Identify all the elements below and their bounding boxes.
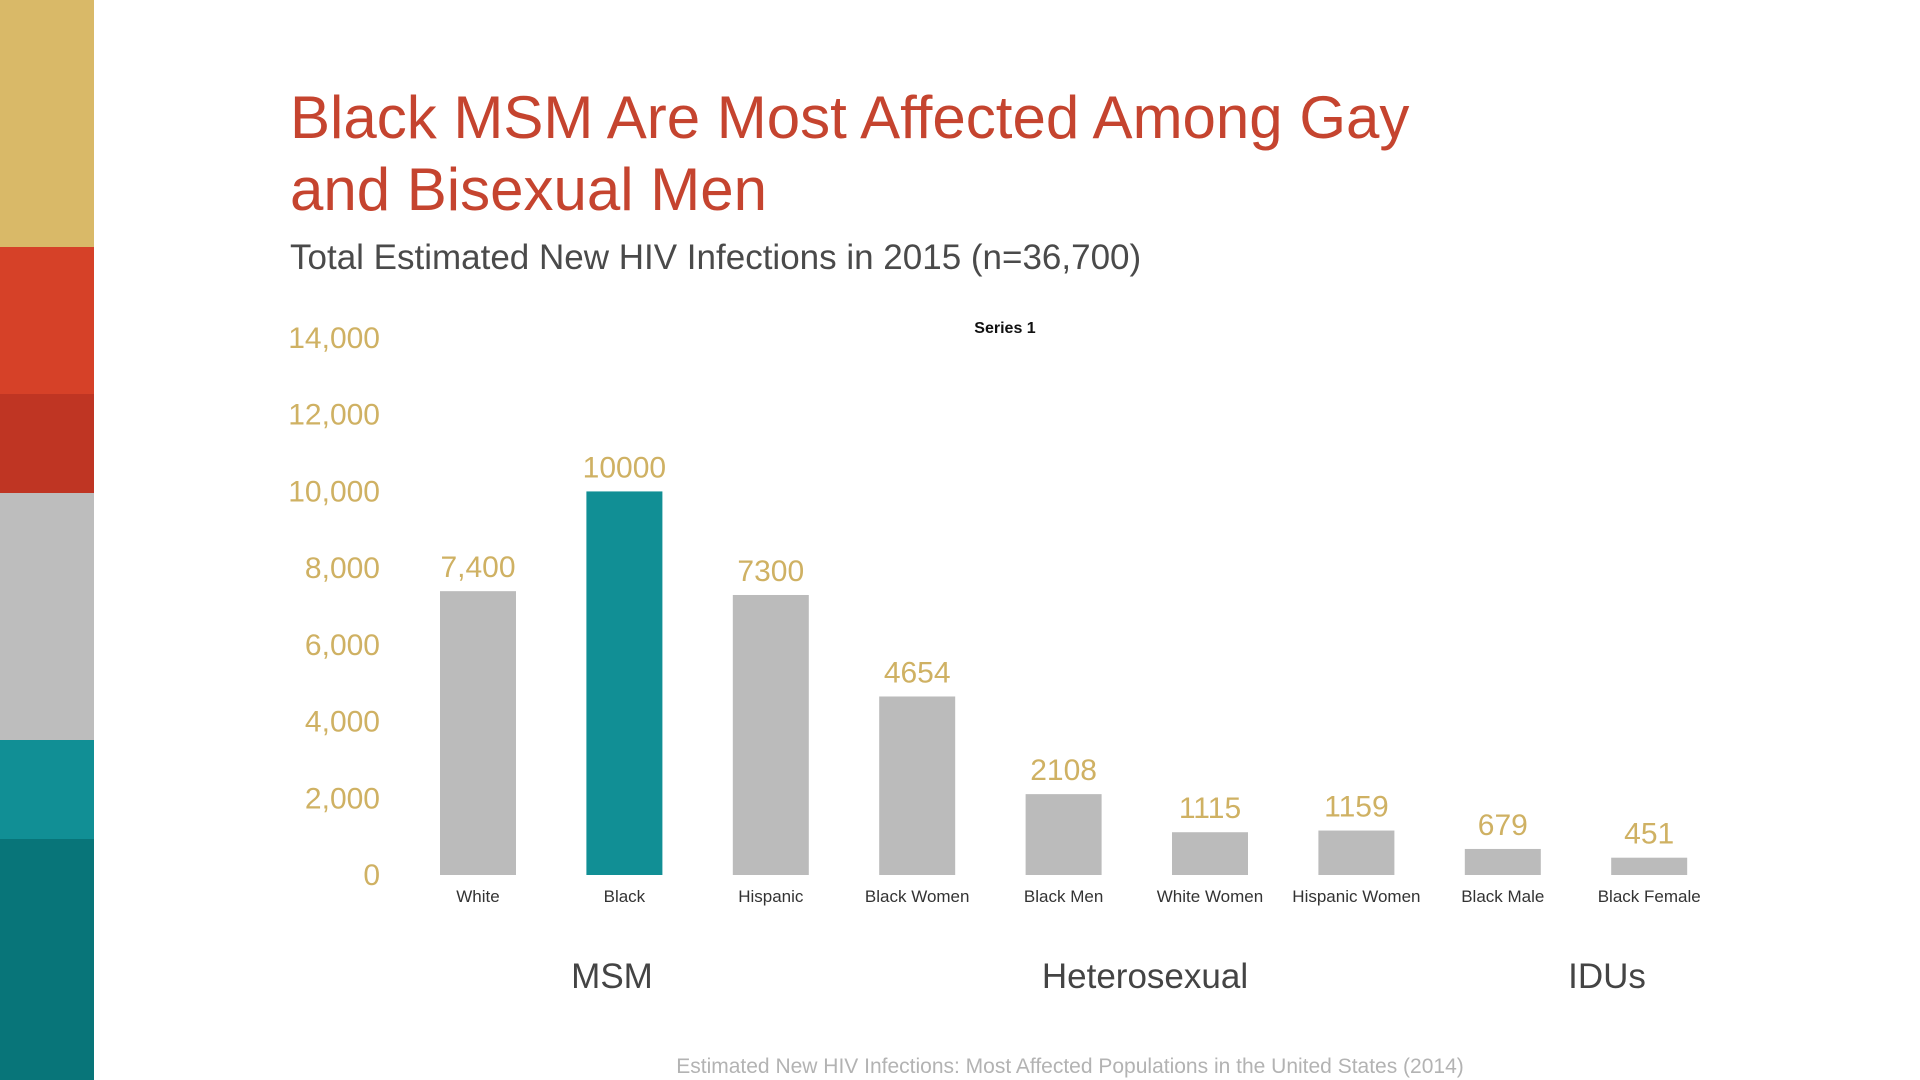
title-line-1: Black MSM Are Most Affected Among Gay <box>290 84 1410 151</box>
x-tick-label: Black Female <box>1598 887 1701 906</box>
y-tick-label: 2,000 <box>305 782 380 815</box>
bars <box>440 491 1688 875</box>
x-tick-label: Hispanic Women <box>1292 887 1420 906</box>
group-labels: MSM Heterosexual IDUs <box>571 957 1646 996</box>
value-label: 7300 <box>737 555 804 588</box>
y-tick-label: 6,000 <box>305 629 380 662</box>
group-label: IDUs <box>1568 957 1646 996</box>
value-label: 1159 <box>1324 791 1389 824</box>
y-tick-label: 12,000 <box>288 399 380 432</box>
value-label: 1115 <box>1179 792 1241 825</box>
y-tick-label: 4,000 <box>305 706 380 739</box>
stripe-teal <box>0 740 94 839</box>
y-axis: 0 2,000 4,000 6,000 8,000 10,000 12,000 14,000 <box>288 322 380 892</box>
x-tick-label: White <box>456 887 499 906</box>
chart-subtitle: Total Estimated New HIV Infections in 20… <box>290 238 1142 277</box>
stripe-dark-teal <box>0 839 94 1080</box>
x-tick-label: Black Male <box>1461 887 1544 906</box>
x-tick-label: Black Women <box>865 887 970 906</box>
bar <box>1464 848 1541 875</box>
bar <box>1172 832 1248 875</box>
stripe-dark-red <box>0 394 94 493</box>
value-label: 2108 <box>1030 754 1097 787</box>
value-label: 451 <box>1624 818 1674 851</box>
x-tick-label: Hispanic <box>738 887 804 906</box>
x-tick-label: Black <box>604 887 646 906</box>
y-tick-label: 10,000 <box>288 475 380 508</box>
stripe-red <box>0 247 94 394</box>
value-label: 679 <box>1478 809 1528 842</box>
source-note: Estimated New HIV Infections: Most Affec… <box>676 1055 1464 1078</box>
legend-series-1: Series 1 <box>974 320 1035 337</box>
y-tick-label: 14,000 <box>288 322 380 355</box>
title-line-2: and Bisexual Men <box>290 156 767 223</box>
bar <box>1318 830 1395 875</box>
group-label: MSM <box>571 957 653 996</box>
slide-title: Black MSM Are Most Affected Among Gay an… <box>290 82 1790 226</box>
value-labels: 7,400 10000 7300 4654 2108 1115 1159 679 451 <box>440 451 1674 850</box>
bar <box>440 591 516 875</box>
group-label: Heterosexual <box>1042 957 1248 996</box>
bar <box>879 696 956 875</box>
stripe-gold <box>0 0 94 247</box>
y-tick-label: 8,000 <box>305 552 380 585</box>
bar <box>732 594 809 875</box>
bar <box>586 491 663 875</box>
y-tick-label: 0 <box>363 859 380 892</box>
decorative-stripes <box>0 0 94 1080</box>
x-axis-labels: White Black Hispanic Black Women Black Men Wh… <box>456 887 1700 906</box>
stripe-gray <box>0 493 94 740</box>
bar <box>1025 794 1102 875</box>
x-tick-label: White Women <box>1157 887 1263 906</box>
x-tick-label: Black Men <box>1024 887 1103 906</box>
value-label: 7,400 <box>440 551 515 584</box>
bar <box>1611 857 1688 875</box>
value-label: 10000 <box>583 451 666 484</box>
value-label: 4654 <box>884 656 951 689</box>
